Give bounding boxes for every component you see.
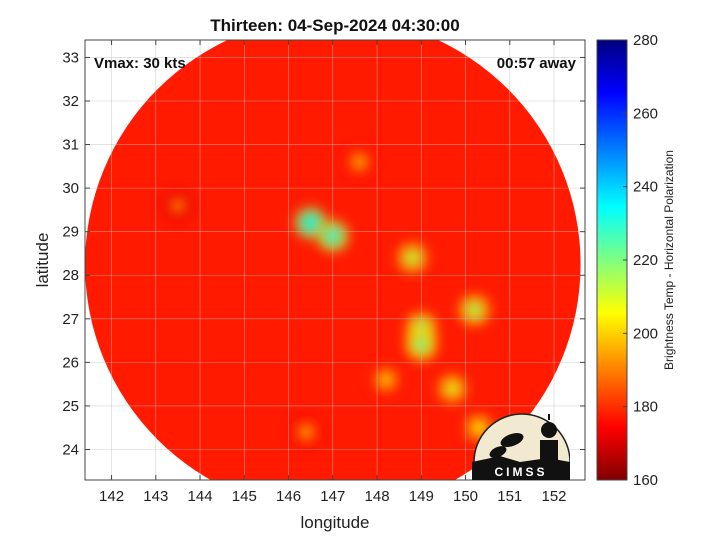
- logo-text: CIMSS: [494, 465, 547, 479]
- y-tick-label: 24: [62, 442, 79, 459]
- feature-core: [377, 371, 394, 388]
- x-axis: 142 143 144 145 146 147 148 149 150 151 152: [99, 40, 567, 505]
- y-tick-label: 26: [62, 354, 79, 371]
- colorbar: 160 180 200 220 240 260 280 Brightness Temp - …: [596, 32, 676, 489]
- colorbar-tick-label: 240: [633, 179, 658, 196]
- x-tick-label: 148: [365, 488, 390, 505]
- colorbar-tick-label: 200: [633, 325, 658, 342]
- chart-title: Thirteen: 04-Sep-2024 04:30:00: [210, 16, 459, 35]
- y-tick-label: 33: [62, 49, 79, 66]
- y-tick-label: 32: [62, 93, 79, 110]
- x-tick-label: 143: [143, 488, 168, 505]
- feature-core: [404, 249, 421, 266]
- colorbar-tick-label: 260: [633, 105, 658, 122]
- y-tick-label: 29: [62, 224, 79, 241]
- feature-core: [351, 153, 368, 170]
- x-tick-label: 152: [542, 488, 567, 505]
- y-tick-label: 27: [62, 311, 79, 328]
- feature-core: [466, 302, 483, 319]
- y-tick-label: 31: [62, 137, 79, 154]
- colorbar-gradient: [596, 39, 628, 481]
- y-axis: 24 25 26 27 28 29 30 31 32 33: [62, 49, 585, 459]
- x-tick-label: 146: [276, 488, 301, 505]
- feature-core: [169, 197, 186, 214]
- cimss-logo: CIMSS: [472, 413, 570, 480]
- x-tick-label: 147: [320, 488, 345, 505]
- x-axis-title: longitude: [300, 513, 369, 532]
- y-tick-label: 30: [62, 180, 79, 197]
- x-tick-label: 145: [232, 488, 257, 505]
- colorbar-tick-label: 280: [633, 32, 658, 49]
- plot-frame: [84, 39, 586, 481]
- colorbar-tick-label: 160: [633, 472, 658, 489]
- x-tick-label: 149: [409, 488, 434, 505]
- time-away-annotation: 00:57 away: [497, 55, 577, 72]
- x-tick-label: 144: [188, 488, 213, 505]
- y-tick-label: 28: [62, 267, 79, 284]
- feature-core: [302, 214, 319, 231]
- feature-core: [470, 419, 487, 436]
- y-axis-title: latitude: [33, 233, 52, 288]
- convection-features: [161, 145, 495, 449]
- x-tick-label: 151: [497, 488, 522, 505]
- x-tick-label: 150: [453, 488, 478, 505]
- colorbar-tick-label: 180: [633, 399, 658, 416]
- feature-core: [298, 424, 315, 441]
- y-tick-label: 25: [62, 398, 79, 415]
- grid-lines: [85, 40, 585, 480]
- vmax-annotation: Vmax: 30 kts: [94, 55, 186, 72]
- feature-core: [444, 380, 461, 397]
- x-tick-label: 142: [99, 488, 124, 505]
- colorbar-title: Brightness Temp - Horizontal Polarizatio…: [662, 150, 676, 370]
- colorbar-tick-label: 220: [633, 252, 658, 269]
